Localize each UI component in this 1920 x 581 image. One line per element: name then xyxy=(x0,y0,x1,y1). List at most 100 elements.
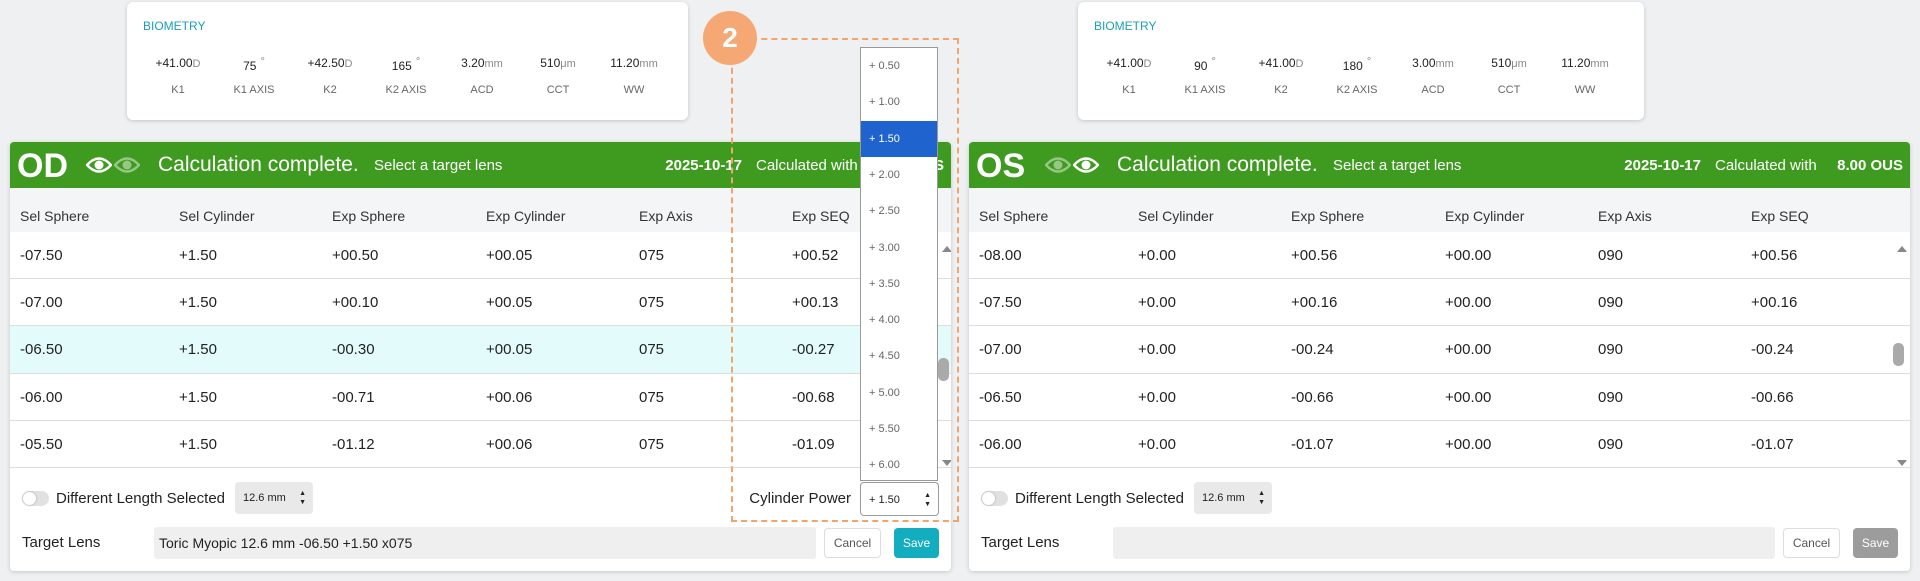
cell: -07.00 xyxy=(20,294,63,312)
cell: -01.07 xyxy=(1751,435,1794,453)
column-header: Sel Cylinder xyxy=(179,208,255,224)
cylinder-select[interactable]: + 1.50 ▲ ▼ xyxy=(860,482,939,516)
scroll-up[interactable] xyxy=(942,246,951,252)
length-select[interactable]: 12.6 mm ▲ ▼ xyxy=(235,482,313,514)
table-row[interactable]: -06.50 +0.00 -00.66 +00.00 090 -00.66 xyxy=(969,374,1910,421)
cell: -00.68 xyxy=(792,388,835,406)
prompt: Select a target lens xyxy=(374,157,503,174)
eye-panel: OD Calculation complete. Select a target l… xyxy=(10,142,951,571)
biometry-value: +41.00D xyxy=(138,56,218,70)
scroll-thumb[interactable] xyxy=(938,358,949,381)
eye-icon[interactable] xyxy=(1044,155,1072,175)
table-row[interactable]: -08.00 +0.00 +00.56 +00.00 090 +00.56 xyxy=(969,232,1910,280)
table-row[interactable]: -06.00 +0.00 -01.07 +00.00 090 -01.07 xyxy=(969,421,1910,468)
table-row[interactable]: -06.50 +1.50 -00.30 +00.05 075 -00.27 xyxy=(10,326,951,374)
cell: -06.50 xyxy=(979,388,1022,406)
toggle[interactable] xyxy=(981,491,1008,506)
table-row[interactable]: -07.50 +0.00 +00.16 +00.00 090 +00.16 xyxy=(969,279,1910,327)
cancel-button[interactable]: Cancel xyxy=(1783,528,1840,558)
cell: 090 xyxy=(1598,341,1624,359)
cell: +1.50 xyxy=(179,294,217,312)
scroll-down[interactable] xyxy=(1897,460,1907,466)
biometry-label: K1 AXIS xyxy=(1184,84,1226,96)
unit: D xyxy=(192,58,201,70)
cell: +00.16 xyxy=(1751,294,1798,312)
option-text: + 4.00 xyxy=(869,314,900,327)
dropdown-option[interactable]: + 5.00 xyxy=(861,375,937,411)
eye-icon[interactable] xyxy=(1072,155,1100,175)
cell: +00.00 xyxy=(1445,435,1492,453)
cell: -05.50 xyxy=(20,435,63,453)
cell: -00.24 xyxy=(1751,341,1794,359)
eye-icon[interactable] xyxy=(85,155,113,175)
save-button[interactable]: Save xyxy=(894,528,939,558)
cell: +00.06 xyxy=(486,435,533,453)
table-row[interactable]: -05.50 +1.50 -01.12 +00.06 075 -01.09 xyxy=(10,421,951,468)
table-row[interactable]: -07.00 +1.50 +00.10 +00.05 075 +00.13 xyxy=(10,279,951,327)
cell: +00.52 xyxy=(792,247,839,264)
table-row[interactable]: -07.50 +1.50 +00.50 +00.05 075 +00.52 xyxy=(10,232,951,280)
panel-header: OS Calculation complete. Select a target l… xyxy=(969,142,1910,188)
callout-box xyxy=(731,38,959,522)
date: 2025-10-17 xyxy=(1624,157,1701,174)
dropdown-option[interactable]: + 0.50 xyxy=(861,48,937,84)
dropdown-option[interactable]: + 6.00 xyxy=(861,447,937,483)
dropdown-option[interactable]: + 4.50 xyxy=(861,338,937,374)
dropdown-option[interactable]: + 2.50 xyxy=(861,193,937,229)
biometry-value: 3.00mm xyxy=(1393,56,1473,70)
biometry-label: ACD xyxy=(1421,84,1445,96)
dropdown-option[interactable]: + 1.00 xyxy=(861,84,937,120)
cell: -07.00 xyxy=(979,341,1022,359)
prompt: Select a target lens xyxy=(1333,157,1462,174)
toggle-label: Different Length Selected xyxy=(56,490,226,507)
cell: +00.00 xyxy=(1445,247,1492,264)
save-button[interactable]: Save xyxy=(1853,528,1898,558)
scroll-thumb[interactable] xyxy=(1893,343,1904,366)
scroll-up[interactable] xyxy=(1897,246,1907,252)
value: +41.00 xyxy=(155,56,193,70)
dropdown-option[interactable]: + 3.50 xyxy=(861,266,937,302)
column-header: Exp Cylinder xyxy=(486,208,566,224)
biometry-label: K1 xyxy=(1122,84,1136,96)
toggle[interactable] xyxy=(22,491,49,506)
option-text: + 2.50 xyxy=(869,205,900,218)
callout-badge: 2 xyxy=(703,11,757,65)
value: 11.20 xyxy=(1561,56,1591,70)
value: 510 xyxy=(540,56,561,70)
cylinder-value: + 1.50 xyxy=(869,494,900,506)
dropdown-option[interactable]: + 5.50 xyxy=(861,411,937,447)
toggle-label: Different Length Selected xyxy=(1015,490,1185,507)
biometry-value: 75 ° xyxy=(214,56,294,73)
value: 180 xyxy=(1342,59,1363,73)
value: 75 xyxy=(243,59,257,73)
biometry-label: CCT xyxy=(546,84,570,96)
cell: +0.00 xyxy=(1138,341,1176,359)
biometry-value: 90 ° xyxy=(1165,56,1245,73)
cell: +00.56 xyxy=(1291,247,1338,264)
dropdown-option[interactable]: + 1.50 xyxy=(861,120,937,157)
table-row[interactable]: -07.00 +0.00 -00.24 +00.00 090 -00.24 xyxy=(969,326,1910,374)
biometry-label: ACD xyxy=(470,84,494,96)
calc-value: 8.00 OUS xyxy=(1837,157,1903,174)
cell: +00.10 xyxy=(332,294,379,312)
unit: μm xyxy=(560,58,576,70)
dropdown-option[interactable]: + 3.00 xyxy=(861,230,937,266)
eye-icon[interactable] xyxy=(113,155,141,175)
dropdown-option[interactable]: + 2.00 xyxy=(861,157,937,193)
table-row[interactable]: -06.00 +1.50 -00.71 +00.06 075 -00.68 xyxy=(10,374,951,421)
cell: -00.27 xyxy=(792,341,835,359)
target-input[interactable] xyxy=(1113,527,1775,559)
cancel-button[interactable]: Cancel xyxy=(824,528,881,558)
cell: -00.66 xyxy=(1751,388,1794,406)
biometry-label: K2 AXIS xyxy=(1336,84,1378,96)
dropdown-option[interactable]: + 4.00 xyxy=(861,302,937,338)
column-header: Exp Sphere xyxy=(1291,208,1365,224)
cell: 075 xyxy=(639,294,665,312)
scroll-down[interactable] xyxy=(942,460,951,466)
column-header: Exp SEQ xyxy=(792,208,850,224)
target-input[interactable]: Toric Myopic 12.6 mm -06.50 +1.50 x075 xyxy=(154,527,816,559)
biometry-value: 180 ° xyxy=(1317,56,1397,73)
length-select[interactable]: 12.6 mm ▲ ▼ xyxy=(1194,482,1272,514)
cell: +0.00 xyxy=(1138,435,1176,453)
